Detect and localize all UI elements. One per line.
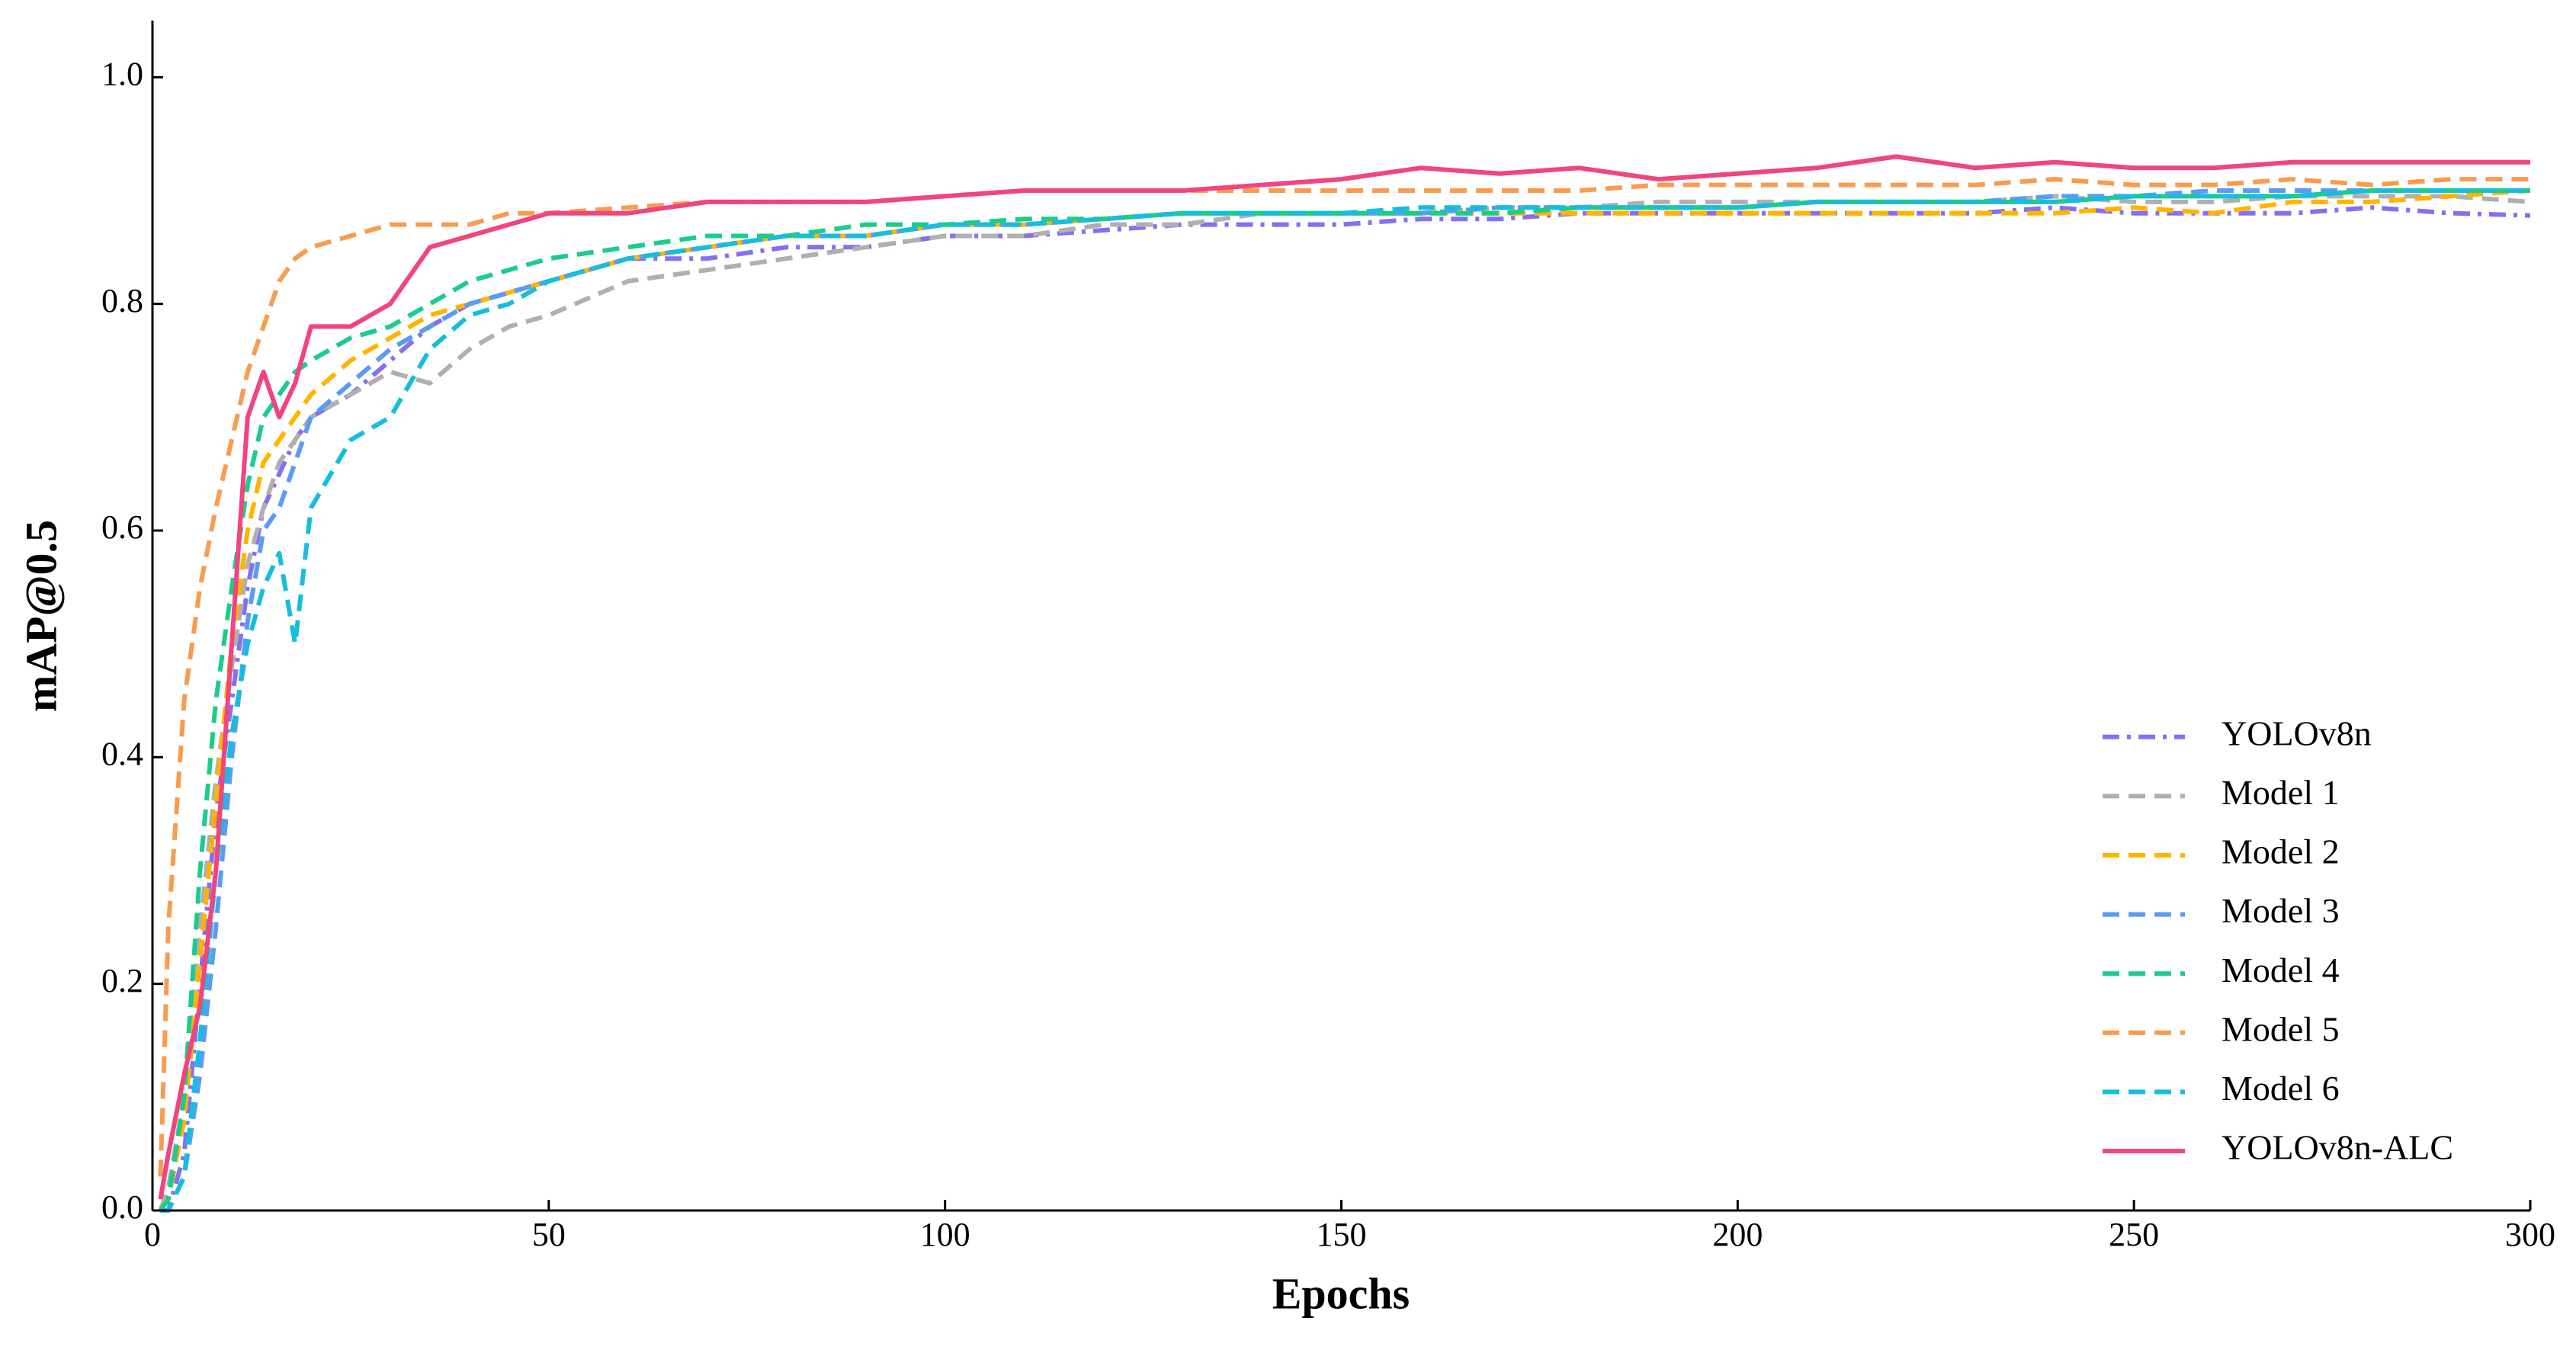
x-tick-label: 300 xyxy=(2505,1216,2555,1253)
legend-label: Model 6 xyxy=(2222,1069,2340,1108)
x-tick-label: 150 xyxy=(1317,1216,1367,1253)
legend-label: Model 2 xyxy=(2222,832,2340,871)
series-line xyxy=(158,188,2530,1212)
y-tick-label: 0.4 xyxy=(101,735,143,772)
y-tick-label: 0.0 xyxy=(101,1188,143,1226)
series-line xyxy=(160,188,2530,1213)
series-line xyxy=(160,205,2531,1213)
x-tick-label: 250 xyxy=(2109,1216,2159,1253)
legend-label: YOLOv8n xyxy=(2222,713,2372,752)
y-tick-label: 0.8 xyxy=(101,282,143,319)
legend-label: Model 3 xyxy=(2222,891,2340,930)
x-tick-label: 0 xyxy=(144,1216,161,1253)
series-line xyxy=(158,188,2531,1212)
y-axis-label: mAP@0.5 xyxy=(16,520,66,712)
series-line xyxy=(158,194,2531,1211)
series-line xyxy=(158,177,2530,1177)
x-tick-label: 50 xyxy=(532,1216,566,1253)
series-line xyxy=(160,188,2530,1213)
x-tick-label: 200 xyxy=(1712,1216,1763,1253)
legend-label: Model 5 xyxy=(2222,1009,2340,1048)
legend-label: Model 1 xyxy=(2222,773,2340,812)
legend-label: Model 4 xyxy=(2222,951,2340,989)
x-tick-label: 100 xyxy=(920,1216,970,1253)
x-axis-label: Epochs xyxy=(1272,1268,1410,1318)
y-tick-label: 0.2 xyxy=(101,962,143,999)
y-tick-label: 0.6 xyxy=(101,508,143,546)
legend-label: YOLOv8n-ALC xyxy=(2222,1128,2453,1167)
series-line xyxy=(158,154,2530,1200)
y-tick-label: 1.0 xyxy=(101,55,143,92)
